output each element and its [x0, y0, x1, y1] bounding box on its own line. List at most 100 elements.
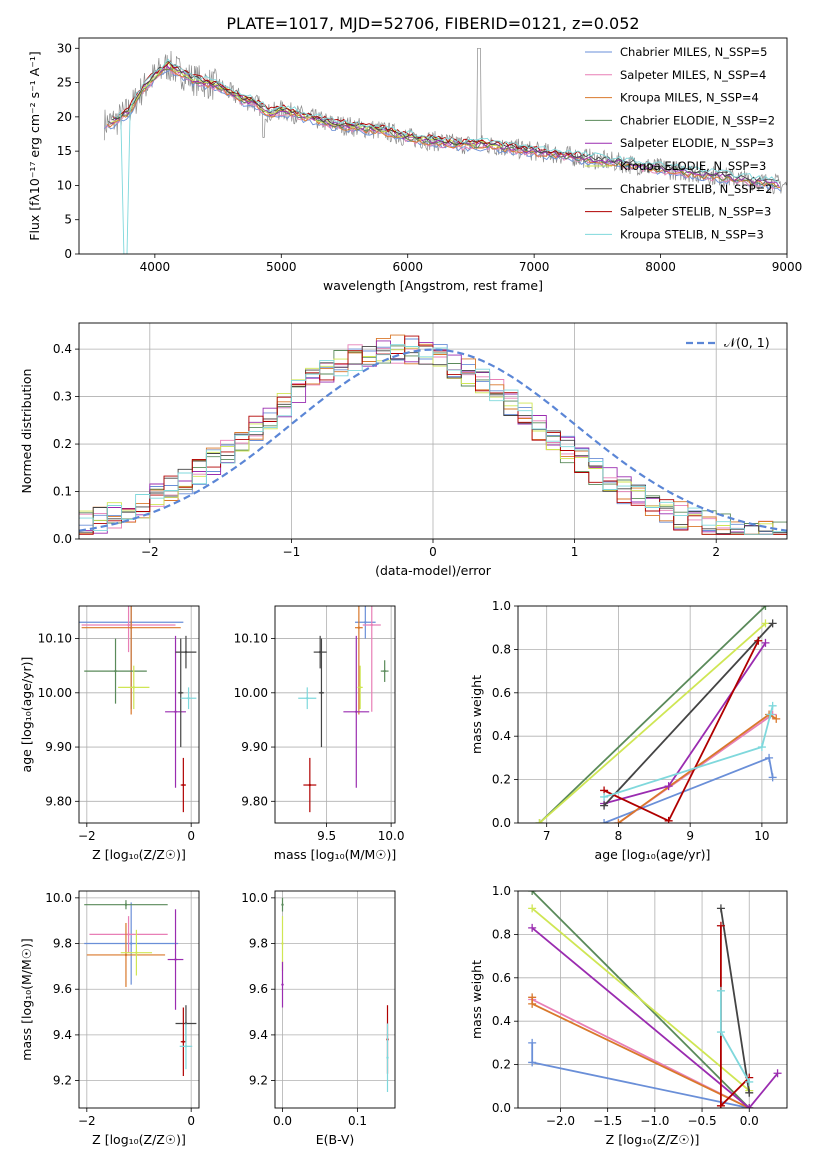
mass_vs_ebv-frame [274, 890, 396, 1109]
spectrum-xtick-label: 9000 [772, 260, 803, 274]
mass_vs_Z-point [174, 958, 177, 961]
spectrum-frame [78, 37, 788, 255]
massweight_vs_age-xtick-label: 8 [615, 829, 623, 843]
mass_vs_Z-panel: −2 0 9.2 9.4 9.6 9.8 10.0 Z [log₁₀(Z/Z☉)] mass [… [19, 890, 200, 1147]
massweight_vs_age-xtick-label: 9 [686, 829, 694, 843]
age_vs_Z-plot-area [79, 606, 197, 813]
mass_vs_Z-point [184, 1045, 188, 1048]
residuals-ytick-label: 0.2 [53, 437, 72, 451]
age_vs_Z-ytick-label: 10.10 [38, 632, 72, 646]
age_vs_mass-xlabel: mass [log₁₀(M/M☉)] [274, 847, 396, 862]
mass_vs_ebv-panel: 0.0 0.1 9.2 9.4 9.6 9.8 10.0 E(B-V) [241, 890, 396, 1147]
massweight_vs_Z-xtick-label: −2.0 [546, 1114, 575, 1128]
spectrum-legend-label: Kroupa ELODIE, N_SSP=3 [620, 159, 766, 173]
mass_vs_ebv-point [281, 983, 284, 986]
mass_vs_Z-point [129, 942, 133, 945]
massweight_vs_age-point-marker [600, 801, 609, 810]
residuals-xtick-label: −2 [141, 545, 159, 559]
mass_vs_ebv-point [386, 1056, 389, 1059]
massweight_vs_Z-point-marker [716, 904, 725, 913]
mass_vs_Z-point [135, 951, 138, 954]
age_vs_mass-ytick-label: 10.00 [234, 686, 268, 700]
mass_vs_Z-point [127, 933, 130, 936]
spectrum-legend-label: Salpeter ELODIE, N_SSP=3 [620, 136, 774, 150]
mass_vs_Z-ylabel: mass [log₁₀(M/M☉)] [19, 938, 34, 1060]
massweight_vs_age-point-marker [664, 782, 673, 791]
massweight_vs_age-frame [517, 605, 788, 824]
age_vs_Z-point [184, 650, 188, 654]
mass_vs_Z-xlabel: Z [log₁₀(Z/Z☉)] [92, 1132, 186, 1147]
mass_vs_Z-ytick-label: 9.2 [53, 1074, 72, 1088]
massweight_vs_age-point-marker [761, 638, 770, 647]
residual-histogram-chabrier_stelib [79, 346, 787, 535]
mass_vs_ebv-xtick-label: 0.0 [273, 1114, 292, 1128]
massweight_vs_age-ytick-label: 1.0 [492, 599, 511, 613]
residuals-frame [78, 322, 788, 540]
massweight_vs_age-point-marker [600, 819, 609, 823]
age_vs_mass-point [370, 623, 373, 627]
massweight_vs_age-xlabel: age [log₁₀(age/yr)] [595, 847, 711, 862]
massweight_vs_age-point-marker [766, 710, 775, 719]
massweight_vs_age-ytick-label: 0.8 [492, 642, 511, 656]
mass_vs_ebv-ytick-label: 9.8 [249, 937, 268, 951]
massweight_vs_Z-xtick-label: −0.5 [687, 1114, 716, 1128]
massweight_vs_age-plot-area [535, 606, 781, 823]
massweight_vs_age-series-line-salpeter_stelib [603, 640, 760, 822]
massweight_vs_age-series-line-kroupa_elodie [538, 622, 767, 823]
spectrum-xlabel: wavelength [Angstrom, rest frame] [323, 278, 543, 293]
massweight_vs_age-point-marker [600, 792, 609, 801]
age_vs_Z-point [179, 691, 182, 694]
massweight_vs_age-point-marker [765, 753, 774, 762]
spectrum-plot-area [103, 47, 787, 254]
age_vs_mass-point [318, 650, 322, 654]
age_vs_Z-panel: −2 0 9.80 9.90 10.00 10.10 Z [log₁₀(Z/Z☉)] age … [19, 605, 200, 862]
age_vs_Z-xtick-label: −2 [78, 829, 96, 843]
massweight_vs_Z-plot-area [528, 891, 782, 1108]
massweight_vs_age-ytick-label: 0.2 [492, 773, 511, 787]
spectrum-xtick-label: 5000 [266, 260, 297, 274]
spectrum-legend-label: Chabrier ELODIE, N_SSP=2 [620, 113, 775, 127]
massweight_vs_Z-panel: −2.0 −1.5 −1.0 −0.5 0.0 0.0 0.2 0.4 0.6 0.8 1.0 Z [… [469, 884, 788, 1147]
age_vs_mass-point [358, 686, 362, 689]
age_vs_Z-point [182, 783, 185, 787]
massweight_vs_age-series-line-chabrier_miles [603, 756, 774, 823]
age_vs_mass-xtick-label: 9.5 [317, 829, 336, 843]
spectrum-legend-label: Salpeter STELIB, N_SSP=3 [620, 205, 771, 219]
massweight_vs_Z-ylabel: mass weight [469, 960, 484, 1039]
massweight_vs_Z-ytick-label: 0.2 [492, 1058, 511, 1072]
massweight_vs_Z-point-marker [528, 923, 537, 932]
age_vs_mass-point [383, 669, 386, 673]
age_vs_mass-ytick-label: 9.90 [241, 740, 268, 754]
residuals-legend-label: 𝒩(0, 1) [724, 335, 770, 350]
massweight_vs_age-point-marker [772, 714, 781, 723]
massweight_vs_age-point-marker [768, 619, 777, 628]
massweight_vs_Z-point-marker [716, 986, 725, 995]
age_vs_Z-frame [78, 605, 200, 824]
spectrum-ytick-label: 15 [57, 144, 72, 158]
spectrum-ytick-label: 30 [57, 41, 72, 55]
massweight_vs_Z-xtick-label: 0.0 [740, 1114, 759, 1128]
age_vs_mass-panel: 9.5 10.0 9.80 9.90 10.00 10.10 mass [log₁₀(M/M… [234, 605, 404, 862]
massweight_vs_Z-point-marker [716, 1028, 725, 1037]
massweight_vs_Z-ytick-label: 0.0 [492, 1101, 511, 1115]
mass_vs_Z-point [182, 1040, 185, 1043]
spectrum-ytick-label: 5 [64, 213, 72, 227]
massweight_vs_age-point-marker [761, 606, 770, 610]
massweight_vs_Z-series-line-kroupa_elodie [531, 907, 750, 1092]
massweight_vs_Z-ytick-label: 0.6 [492, 971, 511, 985]
massweight_vs_Z-xlabel: Z [log₁₀(Z/Z☉)] [606, 1132, 700, 1147]
mass_vs_ebv-ytick-label: 9.2 [249, 1074, 268, 1088]
massweight_vs_Z-point-marker [528, 999, 537, 1008]
residuals-xtick-label: 2 [712, 545, 720, 559]
massweight_vs_Z-point-marker [773, 1069, 782, 1078]
massweight_vs_age-series-line-kroupa_stelib [603, 705, 774, 798]
spectrum-ytick-label: 25 [57, 76, 72, 90]
age_vs_Z-xlabel: Z [log₁₀(Z/Z☉)] [92, 847, 186, 862]
residuals-plot-area [79, 334, 787, 535]
spectrum-xtick-label: 6000 [392, 260, 423, 274]
age_vs_Z-xtick-label: 0 [187, 829, 195, 843]
massweight_vs_Z-point-marker [528, 904, 537, 913]
massweight_vs_Z-series-line-salpeter_elodie [531, 927, 779, 1108]
massweight_vs_age-point-marker [768, 773, 777, 782]
massweight_vs_age-point-marker [614, 819, 623, 823]
